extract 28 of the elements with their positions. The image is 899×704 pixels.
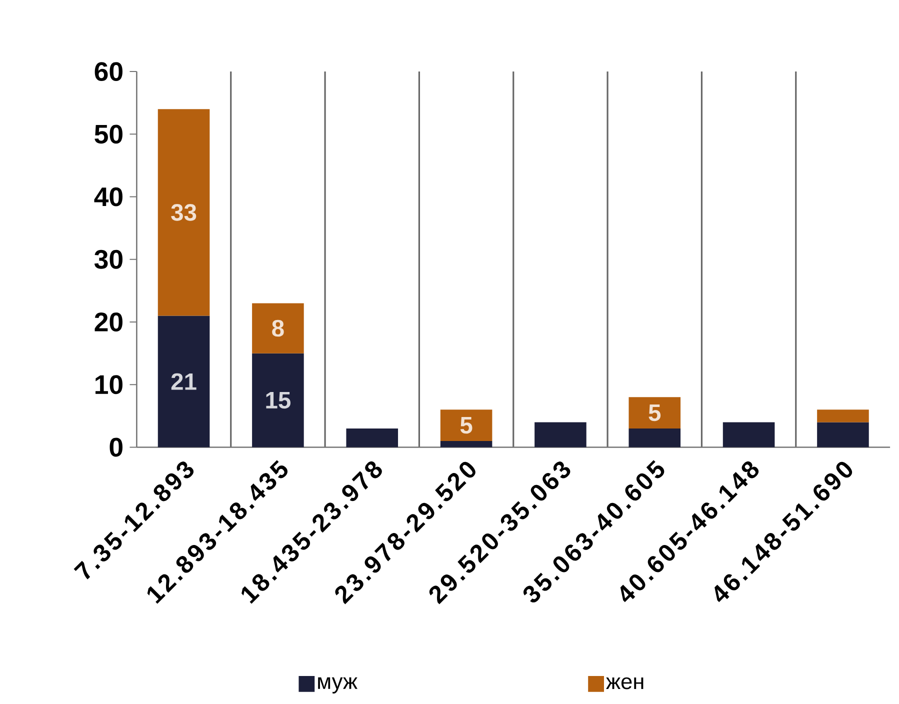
y-tick-label: 0: [110, 438, 122, 457]
data-label: 33: [171, 204, 196, 222]
legend-label: муж: [318, 678, 358, 694]
bar: [628, 397, 681, 429]
bar: [628, 428, 681, 448]
bar: [534, 422, 586, 448]
bar: [440, 410, 492, 442]
legend-label: жен: [606, 677, 644, 690]
bar: [817, 422, 869, 448]
bar: [252, 353, 304, 448]
data-label: 15: [266, 392, 290, 409]
y-tick-label: 60: [94, 62, 122, 82]
bar: [346, 428, 398, 448]
data-label: 8: [272, 320, 284, 337]
bar: [158, 109, 210, 316]
data-label: 5: [460, 417, 472, 434]
data-label: 21: [171, 373, 196, 390]
bar: [158, 316, 210, 448]
y-tick-label: 40: [94, 187, 122, 206]
y-tick-label: 20: [94, 312, 122, 332]
bar: [440, 441, 492, 448]
y-tick-label: 10: [96, 375, 122, 394]
y-tick-label: 30: [94, 250, 122, 270]
bar: [252, 303, 304, 354]
bar: [722, 422, 775, 448]
data-label: 5: [648, 404, 661, 422]
y-tick-label: 50: [94, 124, 122, 144]
bar: [817, 410, 869, 422]
